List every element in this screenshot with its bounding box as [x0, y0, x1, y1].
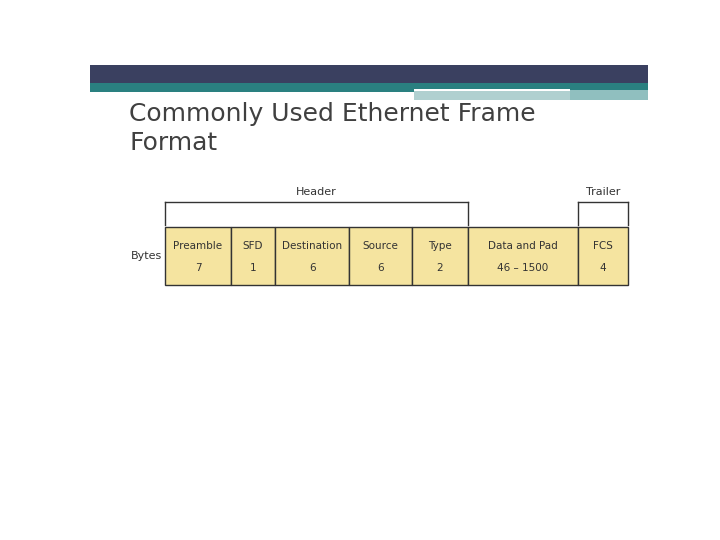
Text: 2: 2 [436, 263, 444, 273]
Text: Trailer: Trailer [586, 187, 621, 197]
Bar [230, 227, 275, 285]
Bar [578, 227, 629, 285]
Bar [413, 91, 570, 100]
Text: Commonly Used Ethernet Frame
Format: Commonly Used Ethernet Frame Format [129, 102, 536, 155]
Text: 7: 7 [194, 263, 202, 273]
Text: 6: 6 [309, 263, 315, 273]
Text: Source: Source [363, 241, 398, 251]
Bar [90, 65, 648, 84]
Text: FCS: FCS [593, 241, 613, 251]
Text: Preamble: Preamble [174, 241, 222, 251]
Bar [413, 90, 648, 100]
Bar [90, 83, 648, 92]
Text: Type: Type [428, 241, 452, 251]
Text: 46 – 1500: 46 – 1500 [498, 263, 549, 273]
Text: Bytes: Bytes [131, 251, 163, 261]
Text: Header: Header [297, 187, 337, 197]
Text: 1: 1 [250, 263, 256, 273]
Text: 6: 6 [377, 263, 384, 273]
Text: 4: 4 [600, 263, 606, 273]
Text: Data and Pad: Data and Pad [488, 241, 558, 251]
Bar [413, 89, 570, 91]
Text: SFD: SFD [243, 241, 264, 251]
Text: Destination: Destination [282, 241, 342, 251]
